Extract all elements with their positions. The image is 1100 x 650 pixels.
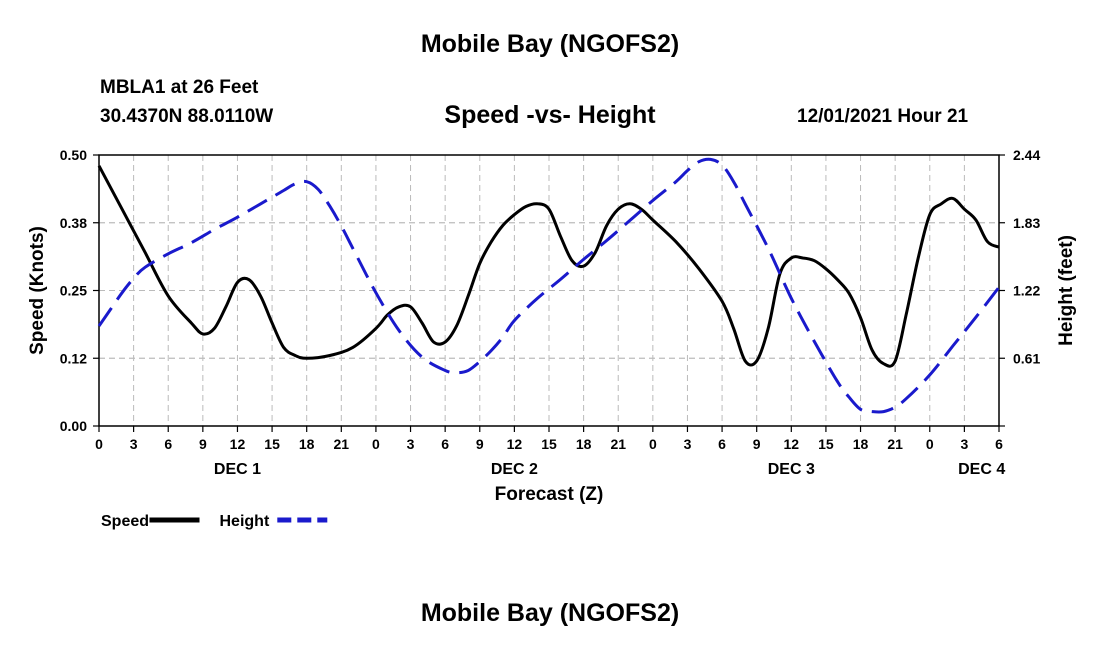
x-tick-label: 9 bbox=[753, 436, 761, 452]
x-tick-label: 0 bbox=[649, 436, 657, 452]
y-left-tick-label: 0.25 bbox=[60, 283, 87, 299]
y-left-axis-title: Speed (Knots) bbox=[27, 226, 48, 355]
x-tick-label: 9 bbox=[199, 436, 207, 452]
y-left-tick-label: 0.12 bbox=[60, 350, 87, 366]
station-label: MBLA1 at 26 Feet bbox=[100, 77, 259, 98]
x-tick-label: 9 bbox=[476, 436, 484, 452]
x-tick-label: 21 bbox=[887, 436, 903, 452]
x-axis-title: Forecast (Z) bbox=[495, 484, 604, 505]
x-tick-label: 18 bbox=[576, 436, 592, 452]
x-tick-label: 0 bbox=[372, 436, 380, 452]
x-tick-label: 21 bbox=[334, 436, 350, 452]
x-tick-label: 12 bbox=[784, 436, 800, 452]
day-label: DEC 1 bbox=[214, 461, 261, 478]
y-right-tick-label: 2.44 bbox=[1013, 147, 1040, 163]
x-tick-label: 6 bbox=[164, 436, 172, 452]
day-label: DEC 2 bbox=[491, 461, 538, 478]
y-left-tick-label: 0.00 bbox=[60, 418, 87, 434]
x-tick-label: 21 bbox=[610, 436, 626, 452]
legend: Speed Height bbox=[101, 513, 328, 530]
series-layer bbox=[97, 157, 1001, 414]
x-tick-label: 18 bbox=[299, 436, 315, 452]
day-label: DEC 3 bbox=[768, 461, 815, 478]
x-tick-label: 6 bbox=[441, 436, 449, 452]
y-right-tick-label: 1.83 bbox=[1013, 215, 1040, 231]
repeat-chart-title: Mobile Bay (NGOFS2) bbox=[420, 599, 680, 627]
axis-ticks bbox=[93, 154, 1005, 432]
chart-subtitle: Speed -vs- Height bbox=[444, 101, 656, 129]
y-left-tick-label: 0.38 bbox=[60, 215, 87, 231]
x-tick-label: 15 bbox=[541, 436, 557, 452]
y-right-tick-label: 1.22 bbox=[1013, 283, 1040, 299]
x-tick-label: 0 bbox=[95, 436, 103, 452]
x-tick-label: 12 bbox=[507, 436, 523, 452]
x-tick-label: 3 bbox=[407, 436, 415, 452]
x-tick-label: 3 bbox=[130, 436, 138, 452]
speed-legend-label: Speed bbox=[101, 513, 149, 530]
x-tick-label: 15 bbox=[264, 436, 280, 452]
x-tick-label: 6 bbox=[995, 436, 1003, 452]
x-tick-label: 3 bbox=[960, 436, 968, 452]
height-legend-label: Height bbox=[220, 513, 270, 530]
x-tick-label: 0 bbox=[926, 436, 934, 452]
station-coordinates: 30.4370N 88.0110W bbox=[100, 106, 274, 127]
x-tick-label: 15 bbox=[818, 436, 834, 452]
x-tick-label: 6 bbox=[718, 436, 726, 452]
y-left-tick-label: 0.50 bbox=[60, 147, 87, 163]
speed-series-line bbox=[97, 165, 1000, 368]
y-right-tick-label: 0.61 bbox=[1013, 350, 1040, 366]
x-tick-label: 12 bbox=[230, 436, 246, 452]
chart-title: Mobile Bay (NGOFS2) bbox=[420, 30, 680, 58]
day-label: DEC 4 bbox=[958, 461, 1005, 478]
axis-labels: 0 3 6 9 12 15 18 21 0 3 6 9 12 15 18 21 0 3 6 9 12 15 18 21 0 3 6 0… bbox=[27, 147, 1077, 505]
x-tick-label: 3 bbox=[684, 436, 692, 452]
x-tick-label: 18 bbox=[853, 436, 869, 452]
y-right-axis-title: Height (feet) bbox=[1056, 235, 1077, 346]
forecast-datetime: 12/01/2021 Hour 21 bbox=[797, 106, 969, 127]
height-series-line bbox=[97, 157, 1001, 414]
